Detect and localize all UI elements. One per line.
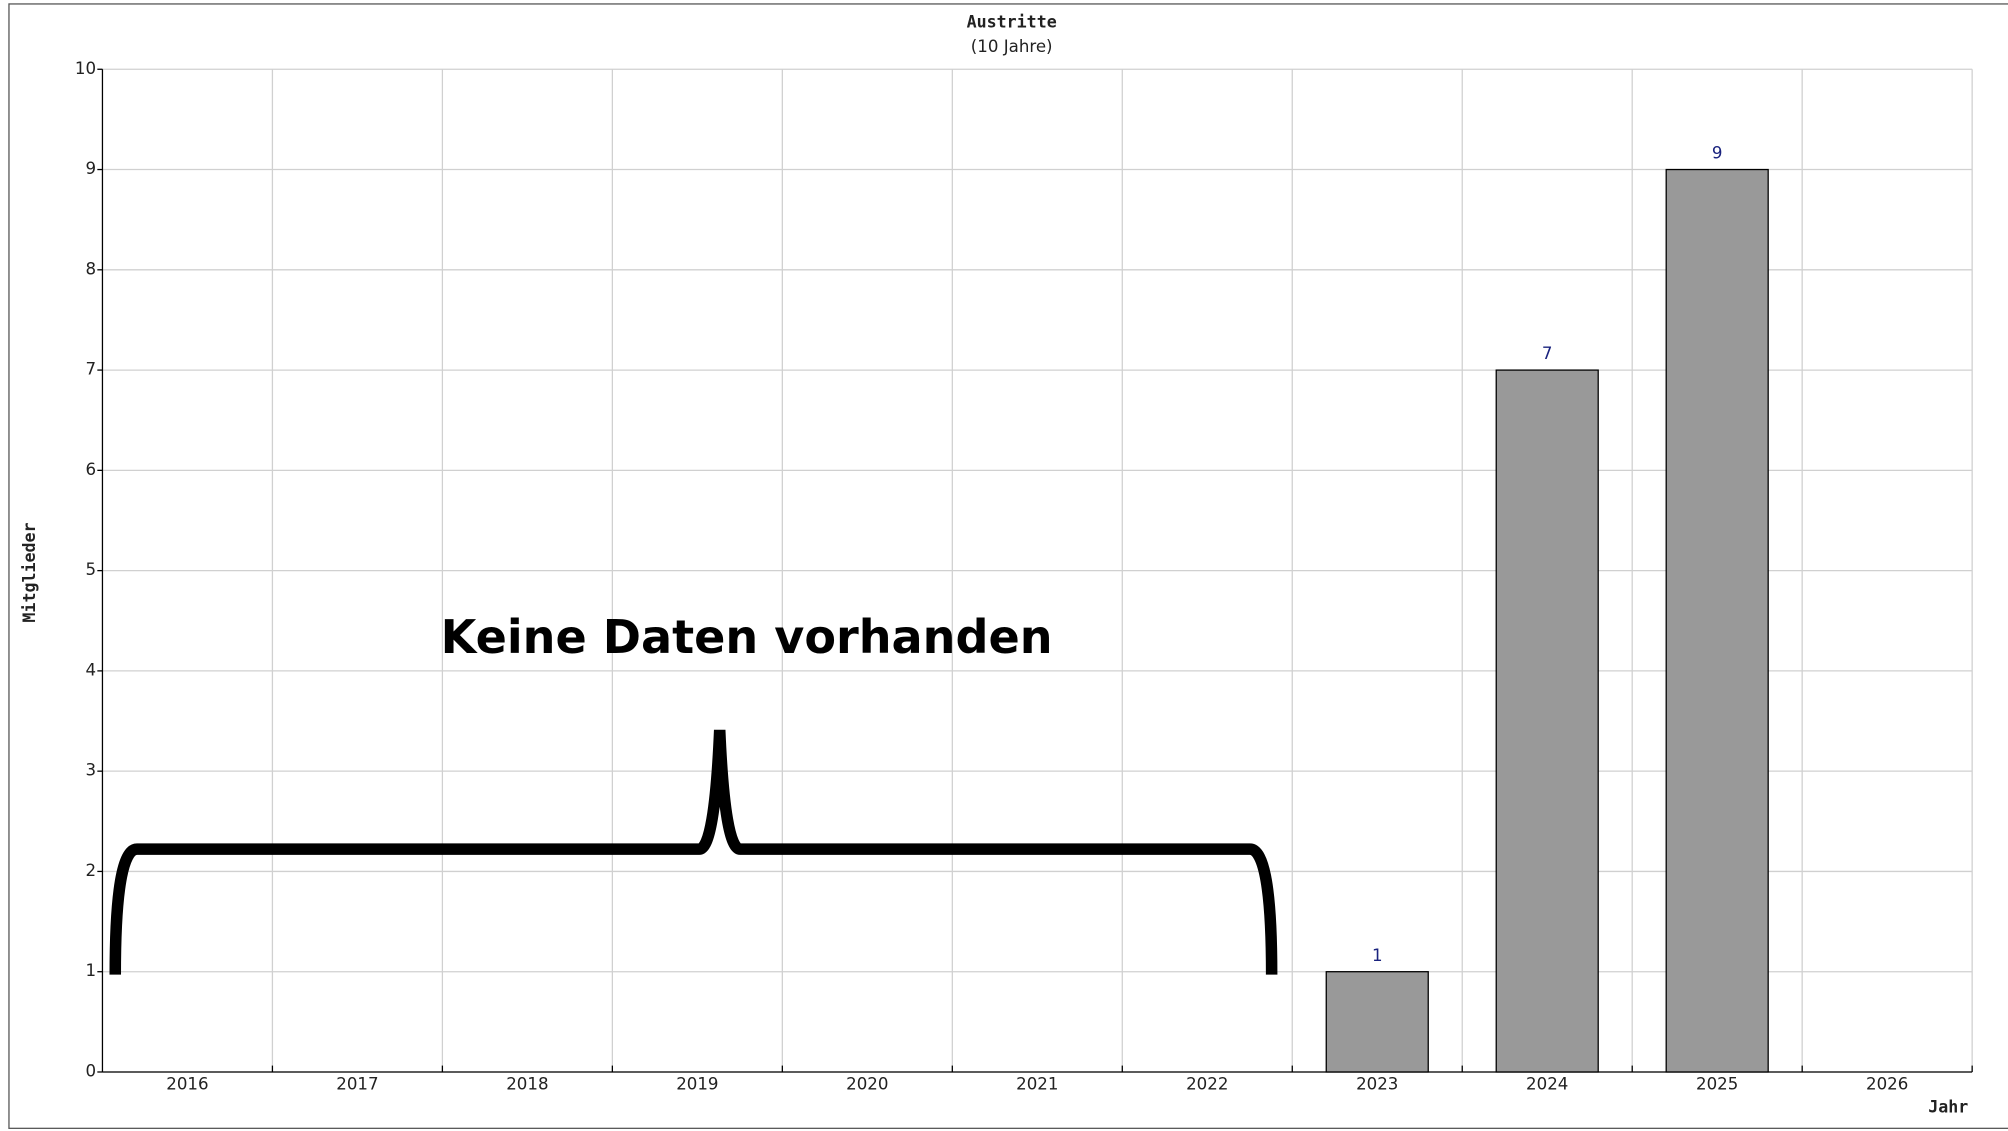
- x-axis-label: Jahr: [1928, 1097, 1968, 1116]
- x-tick-label: 2018: [506, 1074, 548, 1093]
- x-tick-label: 2024: [1526, 1074, 1568, 1093]
- chart-subtitle: (10 Jahre): [971, 37, 1053, 56]
- x-tick-label: 2023: [1356, 1074, 1398, 1093]
- x-tick-label: 2016: [166, 1074, 208, 1093]
- x-tick-label: 2022: [1186, 1074, 1228, 1093]
- y-tick-label: 9: [85, 159, 96, 178]
- chart-title: Austritte: [967, 13, 1057, 32]
- value-label: 7: [1542, 344, 1553, 363]
- bar: [1325, 971, 1429, 1073]
- plot: 0 1 2 3 4 5 6 7 8 9 10 2016 2017 2018 2019 2020 2021 2022…: [75, 59, 1973, 1093]
- x-tick-label: 2017: [336, 1074, 378, 1093]
- value-label: 9: [1712, 144, 1723, 163]
- x-tick-label: 2019: [676, 1074, 718, 1093]
- x-tick-label: 2026: [1866, 1074, 1908, 1093]
- y-tick-label: 8: [85, 259, 96, 278]
- y-tick-label: 6: [85, 460, 96, 479]
- y-tick-label: 5: [85, 560, 96, 579]
- bar: [1495, 369, 1599, 1073]
- y-axis-label: Mitglieder: [20, 522, 39, 622]
- x-tick-label: 2025: [1696, 1074, 1738, 1093]
- annotation: Keine Daten vorhanden: [441, 610, 1053, 664]
- y-tick-label: 4: [85, 660, 96, 679]
- y-tick-label: 0: [85, 1061, 96, 1080]
- x-tick-label: 2021: [1016, 1074, 1058, 1093]
- y-tick-label: 10: [75, 59, 96, 78]
- y-tick-label: 3: [85, 761, 96, 780]
- y-tick-label: 7: [85, 360, 96, 379]
- x-tick-label: 2020: [846, 1074, 888, 1093]
- y-tick-label: 1: [85, 961, 96, 980]
- y-tick-label: 2: [85, 861, 96, 880]
- brace: [109, 729, 1278, 975]
- value-label: 1: [1372, 946, 1383, 965]
- bar: [1665, 168, 1769, 1073]
